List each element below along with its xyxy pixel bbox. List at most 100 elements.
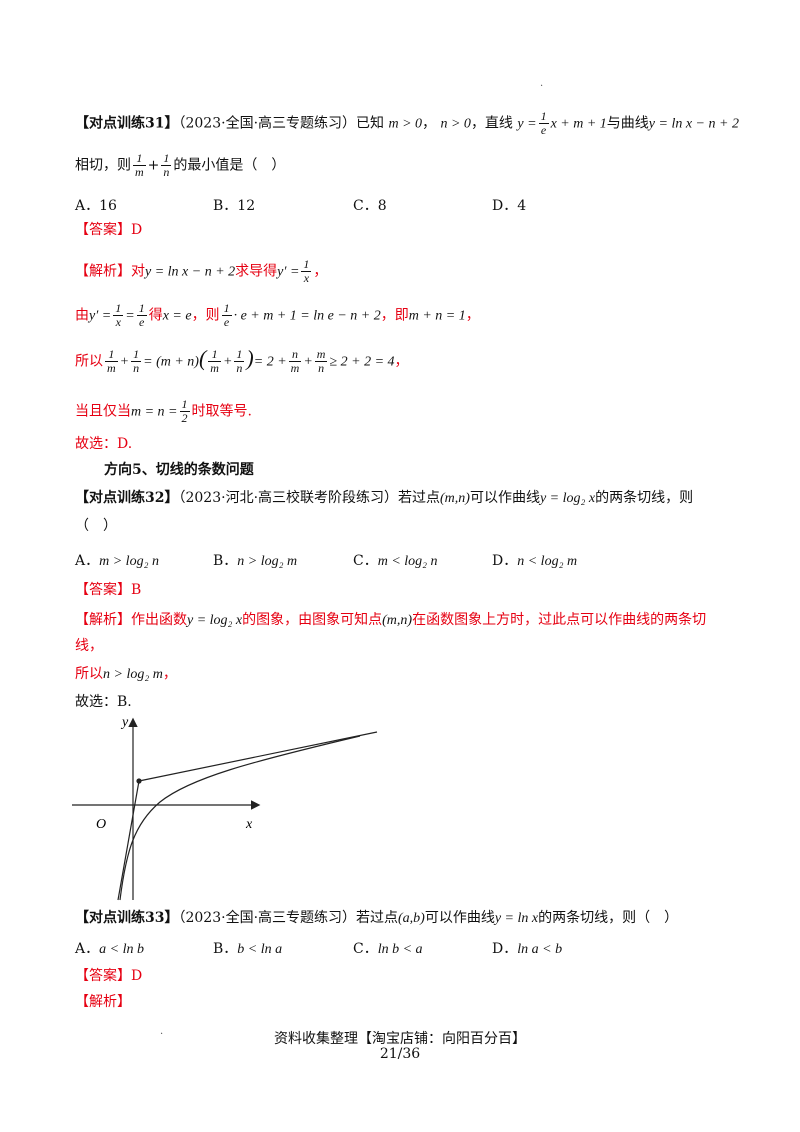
option-expr: ln a < b xyxy=(517,942,563,957)
q32-option-d[interactable]: D．n < log₂ m xyxy=(492,550,577,570)
q32-post: 的两条切线，则 xyxy=(595,490,694,506)
q31-a2-then: ，则 xyxy=(191,307,220,324)
q31-cond-m: m > 0 xyxy=(388,116,423,132)
frac-den: m xyxy=(107,361,116,375)
q32-analysis-line2: 线， xyxy=(75,638,103,654)
option-expr: b < ln a xyxy=(237,942,283,957)
frac-den: n xyxy=(236,361,243,375)
frac-den: n xyxy=(133,361,140,375)
q31-a2-e1: y′ = xyxy=(89,308,112,324)
q31-line-expr-post: x + m + 1 xyxy=(550,116,607,132)
frac-den: m xyxy=(210,361,219,375)
plus-sign: + xyxy=(222,354,233,370)
option-letter: B． xyxy=(213,941,238,957)
option-expr: a < ln b xyxy=(99,942,144,957)
q31-option-b[interactable]: B．12 xyxy=(213,198,256,214)
q32-curve: y = log₂ x xyxy=(539,491,596,506)
plus-sign: + xyxy=(147,157,160,174)
q31-a3-expr3: ≥ 2 + 2 = 4 xyxy=(329,354,395,370)
option-letter: D． xyxy=(492,941,518,957)
q32-a3-end: ， xyxy=(162,666,177,682)
option-expr: m > log₂ n xyxy=(99,554,159,569)
q32-analysis-line3: 所以n > log₂ m， xyxy=(75,664,177,685)
tangent-line-2 xyxy=(117,780,140,901)
frac-den: m xyxy=(135,165,144,179)
q33-option-a[interactable]: A．a < ln b xyxy=(75,938,144,958)
q31-option-a[interactable]: A．16 xyxy=(75,198,117,214)
q33-option-b[interactable]: B．b < ln a xyxy=(213,938,282,958)
option-expr: n < log₂ m xyxy=(517,554,578,569)
q32-blank: （ ） xyxy=(75,518,117,534)
q33-source: （2023·全国·高三专题练习）若过点 xyxy=(178,910,399,926)
q32-option-b[interactable]: B．n > log₂ m xyxy=(213,550,297,570)
q31-option-d[interactable]: D．4 xyxy=(492,198,527,214)
q31-curve-expr: y = ln x − n + 2 xyxy=(648,116,739,132)
q31-choose: 故选：D. xyxy=(75,436,133,452)
q33-answer: 【答案】D xyxy=(75,968,143,984)
q31-analysis-line3: 所以 1 m +1 n = (m + n)(1 m +1 n)= 2 + n m + m n ≥ 2 + 2… xyxy=(75,347,409,375)
q31-analysis-line2: 由y′ = 1 x = 1 e 得x = e，则 1 e · e + m + 1 = ln e −… xyxy=(75,302,480,329)
q31-stem-line2: 相切，则 1 m +1 n 的最小值是（ ） xyxy=(75,152,285,179)
q31-stem-line1: 【对点训练31】（2023·全国·高三专题练习）已知 m > 0， n > 0，… xyxy=(75,110,739,137)
frac-num: 1 xyxy=(161,151,172,166)
q32-answer: 【答案】B xyxy=(75,582,142,598)
plus-sign: + xyxy=(119,354,130,370)
option-letter: B． xyxy=(213,553,238,569)
q31-line-word: ，直线 xyxy=(470,115,513,132)
q31-a3-expr2: = 2 + xyxy=(253,354,287,370)
q33-point: (a,b) xyxy=(398,911,425,926)
frac-den: x xyxy=(303,271,310,285)
q31-line2-pre: 相切，则 xyxy=(75,157,131,174)
x-axis-label: x xyxy=(245,817,253,832)
log-graph: y x O xyxy=(72,715,378,901)
q31-analysis-line1: 【解析】对y = ln x − n + 2求导得y′ = 1 x， xyxy=(75,258,327,285)
option-expr: ln b < a xyxy=(377,942,423,957)
q32-a1-post: 在函数图象上方时，过此点可以作曲线的两条切 xyxy=(412,612,707,628)
frac-den: n xyxy=(318,361,325,375)
q31-a2-end: ， xyxy=(465,307,480,324)
q31-answer: 【答案】D xyxy=(75,222,143,238)
q31-a1-end: ， xyxy=(313,263,328,280)
q31-sep: ， xyxy=(422,115,437,132)
q32-analysis-line1: 【解析】作出函数y = log₂ x的图象，由图象可知点(m,n)在函数图象上方… xyxy=(75,610,706,631)
frac-num: 1 xyxy=(131,347,142,362)
option-letter: A． xyxy=(75,553,100,569)
q32-option-a[interactable]: A．m > log₂ n xyxy=(75,550,159,570)
frac-num: 1 xyxy=(221,301,232,316)
q31-a2-rest: · e + m + 1 = ln e − n + 2 xyxy=(233,308,381,324)
q32-a1-mid: 的图象，由图象可知点 xyxy=(242,612,383,628)
q33-post: 的两条切线，则（ ） xyxy=(538,910,679,926)
frac-num: 1 xyxy=(105,348,118,362)
q33-option-d[interactable]: D．ln a < b xyxy=(492,938,562,958)
q33-option-c[interactable]: C．ln b < a xyxy=(353,938,423,958)
direction-5-heading: 方向5、切线的条数问题 xyxy=(104,462,254,478)
q31-a1-pre: 对 xyxy=(131,263,145,280)
q31-a1-mid: 求导得 xyxy=(235,263,278,280)
q31-a3-pre: 所以 xyxy=(75,353,103,370)
frac-num: n xyxy=(288,348,302,362)
q31-option-c[interactable]: C．8 xyxy=(353,198,387,214)
option-expr: n > log₂ m xyxy=(237,554,298,569)
q32-option-c[interactable]: C．m < log₂ n xyxy=(353,550,438,570)
frac-den: x xyxy=(115,315,121,329)
y-axis-label: y xyxy=(120,715,129,730)
q31-a4-expr: m = n = xyxy=(131,404,178,420)
q32-tag: 【对点训练32】 xyxy=(75,490,179,506)
q31-a2-pre: 由 xyxy=(75,307,89,324)
q32-source: （2023·河北·高三校联考阶段练习）若过点 xyxy=(178,490,441,506)
frac-den: e xyxy=(139,315,145,329)
q31-a3-expr1: = (m + n) xyxy=(143,354,199,370)
q32-a3-pre: 所以 xyxy=(75,666,103,682)
decorative-dot: . xyxy=(540,78,544,89)
q32-a1-pre: 作出函数 xyxy=(131,612,187,628)
option-expr: m < log₂ n xyxy=(377,554,438,569)
q31-a2-x: x = e xyxy=(162,308,192,324)
q31-analysis-tag: 【解析】 xyxy=(75,263,131,280)
q33-stem: 【对点训练33】（2023·全国·高三专题练习）若过点(a,b)可以作曲线y =… xyxy=(75,908,678,929)
